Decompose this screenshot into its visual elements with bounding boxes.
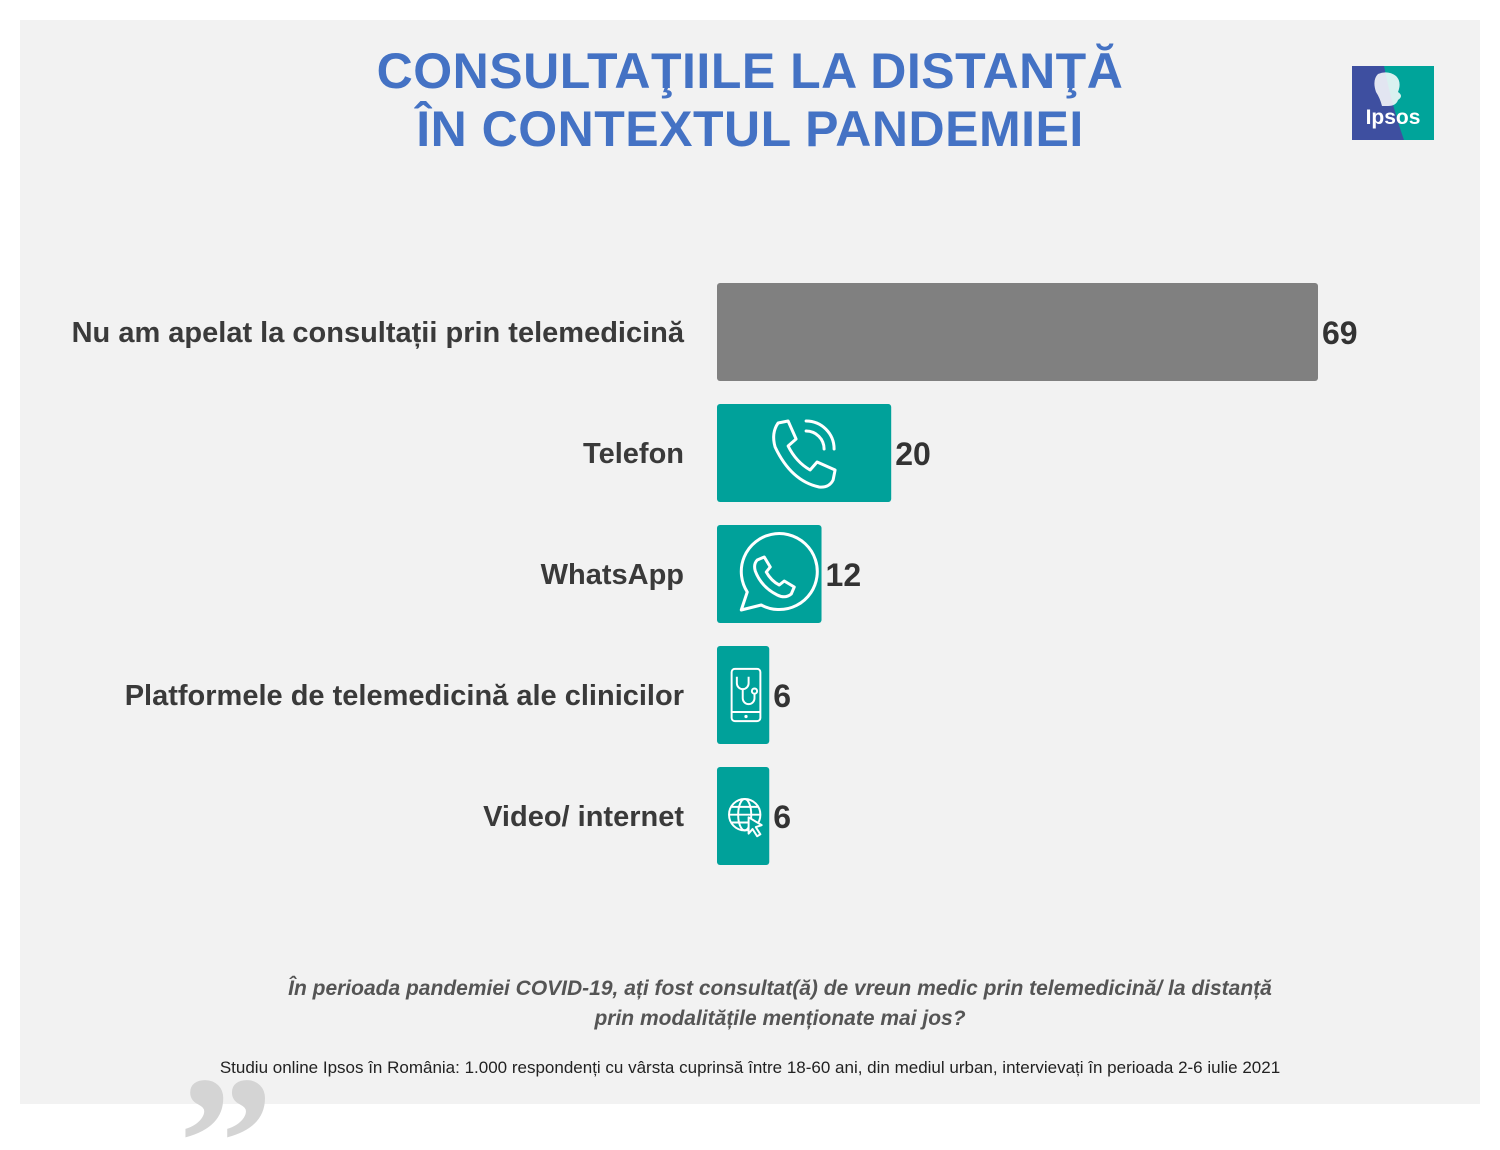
question-line-2: prin modalitățile menționate mai jos? [594,1007,966,1030]
globe-cursor-icon [728,798,763,838]
title-line-2: ÎN CONTEXTUL PANDEMIEI [416,101,1084,157]
survey-question: În perioada pandemiei COVID-19, ați fost… [200,974,1360,1034]
title-line-1: CONSULTAŢIILE LA DISTANŢĂ [376,43,1124,99]
category-label-1: Telefon [583,438,684,470]
category-label-2: WhatsApp [541,559,684,591]
value-label-2: 12 [826,557,862,593]
stethoscope-phone-icon [730,667,762,723]
phone-icon [772,419,837,489]
footnote: Studiu online Ipsos în România: 1.000 re… [219,1058,1281,1077]
category-label-4: Video/ internet [483,801,684,833]
ipsos-logo: Ipsos [1352,66,1434,140]
logo-text: Ipsos [1365,106,1421,129]
value-label-1: 20 [895,436,931,472]
category-label-3: Platformele de telemedicină ale clinicil… [125,680,684,712]
bar-2 [717,525,822,623]
question-line-1: În perioada pandemiei COVID-19, ați fost… [288,977,1272,1000]
logo-graphic [1352,66,1434,140]
whatsapp-icon [739,532,819,612]
page-title: CONSULTAŢIILE LA DISTANŢĂ ÎN CONTEXTUL P… [0,42,1500,158]
bar-4 [717,767,770,865]
category-label-0: Nu am apelat la consultații prin telemed… [72,317,685,349]
quote-icon: „ [180,940,275,1150]
bar-chart: Nu am apelat la consultații prin telemed… [72,283,1358,865]
bar-1 [717,404,892,502]
value-label-3: 6 [773,678,791,714]
bar-0 [717,283,1318,381]
value-label-0: 69 [1322,315,1358,351]
value-label-4: 6 [773,799,791,835]
